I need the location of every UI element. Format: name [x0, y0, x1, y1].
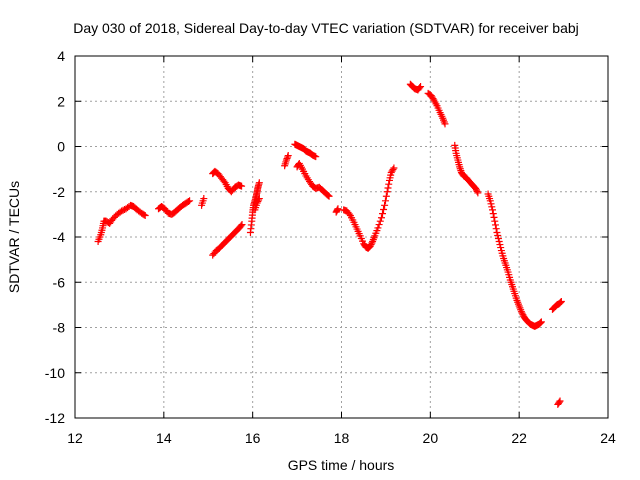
data-point-marker	[200, 195, 208, 203]
data-point-marker	[416, 84, 424, 92]
data-point-marker	[517, 308, 525, 316]
chart-title: Day 030 of 2018, Sidereal Day-to-day VTE…	[73, 20, 579, 36]
data-point-marker	[494, 231, 502, 239]
data-point-marker	[474, 189, 482, 197]
data-point-marker	[334, 205, 342, 213]
data-point-marker	[492, 225, 500, 233]
data-point-marker	[374, 224, 382, 232]
data-point-marker	[472, 184, 480, 192]
data-points	[94, 80, 565, 408]
y-tick-label: -12	[45, 410, 65, 426]
y-tick-label: -8	[53, 320, 66, 336]
data-point-marker	[487, 200, 495, 208]
data-point-marker	[141, 212, 149, 220]
data-point-marker	[381, 197, 389, 205]
data-point-marker	[385, 180, 393, 188]
data-point-marker	[325, 192, 333, 200]
x-tick-label: 16	[245, 430, 261, 446]
data-point-marker	[366, 242, 374, 250]
data-point-marker	[493, 228, 501, 236]
data-point-marker	[557, 298, 565, 306]
data-point-marker	[556, 397, 564, 405]
data-point-marker	[486, 197, 494, 205]
data-point-marker	[255, 196, 263, 204]
data-point-marker	[238, 221, 246, 229]
data-point-marker	[417, 83, 425, 91]
data-point-marker	[379, 210, 387, 218]
y-tick-label: 2	[57, 93, 65, 109]
data-point-marker	[237, 222, 245, 230]
data-point-marker	[377, 214, 385, 222]
x-tick-label: 22	[511, 430, 527, 446]
data-point-marker	[238, 182, 246, 190]
data-point-marker	[368, 239, 376, 247]
y-tick-label: -10	[45, 365, 65, 381]
data-point-marker	[381, 201, 389, 209]
y-tick-label: -2	[53, 184, 66, 200]
x-tick-label: 18	[334, 430, 350, 446]
data-point-marker	[375, 221, 383, 229]
x-tick-label: 24	[600, 430, 616, 446]
data-point-marker	[390, 164, 398, 172]
data-point-marker	[380, 205, 388, 213]
data-point-marker	[536, 319, 544, 327]
data-point-marker	[489, 210, 497, 218]
data-point-marker	[472, 186, 480, 194]
data-point-marker	[495, 238, 503, 246]
data-point-marker	[473, 187, 481, 195]
data-point-marker	[312, 153, 320, 161]
data-point-marker	[255, 195, 263, 203]
data-point-marker	[557, 297, 565, 305]
data-point-marker	[488, 203, 496, 211]
data-point-marker	[490, 213, 498, 221]
data-point-marker	[497, 244, 505, 252]
data-point-marker	[537, 318, 545, 326]
data-point-marker	[441, 120, 449, 128]
data-point-marker	[556, 299, 564, 307]
data-point-marker	[254, 198, 262, 206]
data-point-marker	[110, 213, 118, 221]
data-point-marker	[345, 210, 353, 218]
data-point-marker	[496, 241, 504, 249]
y-tick-label: -4	[53, 229, 66, 245]
data-point-marker	[255, 179, 263, 187]
data-point-marker	[109, 215, 117, 223]
data-point-marker	[491, 217, 499, 225]
y-tick-label: -6	[53, 274, 66, 290]
data-point-marker	[491, 221, 499, 229]
data-point-marker	[118, 207, 126, 215]
data-point-marker	[284, 152, 292, 160]
data-point-marker	[367, 241, 375, 249]
data-point-marker	[518, 309, 526, 317]
data-point-marker	[376, 217, 384, 225]
data-point-marker	[186, 197, 194, 205]
y-axis-label: SDTVAR / TECUs	[6, 181, 22, 293]
data-point-marker	[383, 188, 391, 196]
data-point-marker	[537, 319, 545, 327]
data-point-marker	[389, 166, 397, 174]
data-point-marker	[489, 206, 497, 214]
data-point-marker	[324, 192, 332, 200]
y-tick-label: 4	[57, 48, 65, 64]
grid-lines	[75, 56, 608, 418]
x-tick-label: 20	[423, 430, 439, 446]
x-tick-label: 14	[156, 430, 172, 446]
data-point-marker	[555, 398, 563, 406]
data-point-marker	[184, 198, 192, 206]
data-point-marker	[382, 192, 390, 200]
data-point-marker	[140, 211, 148, 219]
data-point-marker	[119, 206, 127, 214]
data-point-marker	[494, 235, 502, 243]
data-point-marker	[384, 184, 392, 192]
x-axis-label: GPS time / hours	[288, 457, 395, 473]
y-tick-label: 0	[57, 139, 65, 155]
x-tick-label: 12	[67, 430, 83, 446]
data-point-marker	[253, 199, 261, 207]
